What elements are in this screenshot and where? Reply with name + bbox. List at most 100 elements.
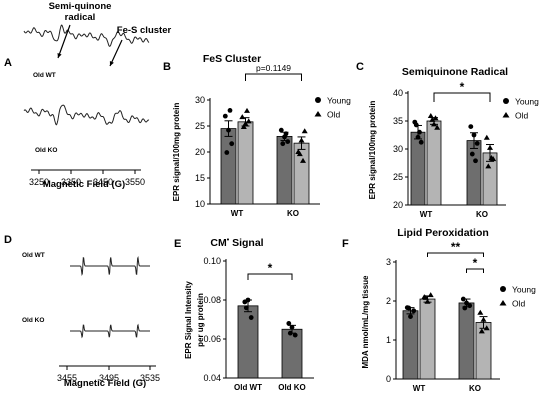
significance-label: *: [268, 261, 273, 275]
legend-label: Old: [515, 111, 529, 121]
x-tick-label: 3495: [99, 373, 119, 383]
data-point: [422, 294, 429, 300]
y-tick-label: 2: [386, 296, 391, 306]
y-axis-label: EPR Signal Intensity: [184, 281, 193, 359]
data-point: [478, 328, 485, 334]
x-axis-label: Magnetic Field (G): [64, 378, 146, 389]
data-point: [485, 163, 492, 169]
bar: [293, 142, 310, 205]
data-point: [287, 330, 293, 336]
chart-title-tail: Signal: [229, 237, 264, 249]
data-point: [417, 129, 422, 135]
chart-title-text: CM: [210, 237, 227, 249]
x-tick-label: Old WT: [234, 383, 262, 392]
y-axis-label-line2: per ug protein: [196, 293, 205, 347]
annotation-arrowhead: [109, 61, 114, 66]
data-point: [229, 141, 235, 147]
chart-title: Lipid Peroxidation: [397, 227, 489, 239]
panel-letter: B: [163, 61, 171, 73]
data-point: [464, 300, 469, 306]
data-point: [477, 309, 484, 315]
panel-E: E CM• Signal EPR Signal Intensity per ug pr…: [174, 237, 314, 392]
y-tick-label: 40: [393, 88, 403, 98]
data-point: [429, 116, 436, 122]
panel-F: F Lipid Peroxidation MDA nmol/mL/mg tissue…: [342, 227, 536, 393]
data-point: [413, 122, 419, 128]
data-point: [224, 150, 230, 155]
bar: [281, 328, 303, 379]
data-point: [418, 139, 424, 145]
x-axis-label: Magnetic Field (G): [43, 179, 125, 190]
x-tick-label: WT: [420, 210, 433, 219]
bar: [419, 298, 436, 380]
trace-label: Old WT: [33, 72, 56, 79]
bar: [475, 322, 492, 380]
data-point: [415, 134, 421, 140]
data-point: [406, 305, 412, 311]
x-tick-label: 3250: [29, 177, 49, 187]
data-point: [474, 141, 480, 146]
data-point: [468, 124, 474, 129]
x-tick-label: 3535: [140, 373, 160, 383]
chart-title-text: Semiquinone Radical: [402, 66, 508, 78]
legend-label: Young: [515, 97, 539, 107]
y-tick-label: 0: [386, 374, 391, 384]
trace-label: Old WT: [22, 252, 45, 259]
bar: [237, 121, 254, 205]
data-point: [245, 297, 251, 303]
y-tick-label: 3: [386, 257, 391, 267]
bar: [458, 302, 475, 380]
x-tick-label: 3455: [57, 373, 77, 383]
annotation-label-line2: radical: [65, 12, 96, 23]
chart-title: CM• Signal: [210, 237, 263, 249]
y-tick-label: 10: [195, 199, 205, 209]
significance-bracket: [245, 73, 302, 81]
legend-marker: [499, 300, 507, 306]
y-tick-label: 30: [393, 144, 403, 154]
panel-letter: D: [4, 234, 12, 246]
chart-title-superscript: •: [227, 237, 230, 244]
panel-C: C Semiquinone Radical EPR signal/100mg pro…: [356, 61, 539, 219]
data-point: [488, 154, 495, 160]
panel-letter: F: [342, 238, 349, 250]
data-point: [239, 114, 246, 120]
significance-label: **: [451, 240, 461, 254]
data-point: [483, 325, 490, 331]
data-point: [427, 112, 434, 118]
spectrum-trace: [70, 323, 150, 339]
data-point: [283, 131, 289, 137]
x-tick-label: WT: [413, 384, 426, 393]
chart-title-text: FeS Cluster: [203, 53, 261, 65]
data-point: [480, 316, 487, 322]
data-point: [296, 151, 303, 157]
x-tick-label: KO: [469, 384, 481, 393]
chart-title: FeS Cluster: [203, 53, 261, 65]
data-point: [462, 305, 468, 311]
data-point: [301, 128, 308, 134]
data-point: [300, 157, 306, 163]
data-point: [245, 118, 252, 124]
bar: [237, 305, 259, 379]
data-point: [298, 137, 305, 143]
significance-bracket: [466, 268, 484, 273]
significance-label: *: [460, 80, 465, 94]
legend-marker: [502, 112, 510, 118]
significance-bracket: [427, 252, 484, 257]
panel-B: B FeS Cluster EPR signal/100mg protein 10 15…: [163, 53, 351, 218]
annotation-arrow: [57, 24, 71, 59]
spectrum-trace: [70, 255, 150, 277]
data-point: [434, 124, 441, 130]
chart-title: Semiquinone Radical: [402, 66, 508, 78]
chart-title-text: Lipid Peroxidation: [397, 227, 489, 239]
data-point: [278, 127, 284, 133]
data-point: [222, 113, 228, 119]
data-point: [471, 132, 477, 138]
bar: [402, 310, 419, 380]
y-axis-label: EPR signal/100mg protein: [368, 101, 377, 200]
legend-label: Young: [512, 285, 536, 295]
annotation-label: Semi-quinone: [49, 1, 112, 12]
y-tick-label: 25: [393, 172, 403, 182]
